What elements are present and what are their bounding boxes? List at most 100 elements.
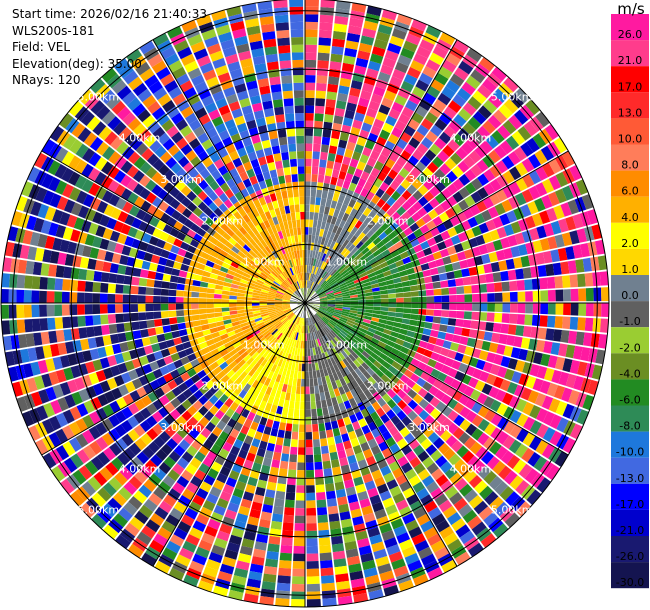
velocity-gate	[229, 307, 237, 311]
velocity-gate	[349, 269, 358, 277]
velocity-gate	[339, 316, 348, 322]
velocity-gate	[251, 208, 260, 218]
velocity-gate	[524, 314, 533, 326]
velocity-gate	[319, 205, 325, 214]
velocity-gate	[563, 303, 571, 316]
velocity-gate	[289, 330, 295, 339]
velocity-gate	[271, 513, 283, 523]
velocity-gate	[229, 392, 238, 402]
velocity-gate	[236, 43, 250, 54]
velocity-gate	[264, 320, 273, 326]
velocity-gate	[305, 318, 308, 326]
velocity-gate	[315, 400, 322, 409]
colorbar-tick-label: 1.0	[621, 263, 639, 276]
velocity-gate	[202, 157, 214, 168]
velocity-gate	[308, 265, 311, 273]
velocity-gate	[277, 312, 285, 317]
velocity-gate	[456, 303, 465, 311]
velocity-gate	[418, 296, 427, 303]
velocity-gate	[477, 405, 490, 418]
velocity-gate	[77, 127, 92, 143]
velocity-gate	[459, 530, 475, 545]
velocity-gate	[269, 193, 277, 202]
velocity-gate	[362, 473, 374, 484]
velocity-gate	[427, 432, 440, 444]
velocity-gate	[447, 398, 458, 410]
velocity-gate	[267, 293, 276, 297]
velocity-gate	[553, 385, 566, 400]
velocity-gate	[335, 299, 343, 302]
velocity-gate	[449, 73, 465, 87]
velocity-gate	[70, 267, 80, 280]
velocity-gate	[336, 178, 345, 188]
velocity-gate	[241, 275, 250, 282]
velocity-gate	[294, 316, 299, 324]
velocity-gate	[182, 540, 197, 553]
velocity-gate	[300, 325, 303, 334]
velocity-gate	[386, 316, 396, 322]
velocity-gate	[177, 248, 187, 257]
velocity-gate	[342, 298, 351, 301]
velocity-gate	[351, 191, 360, 202]
velocity-gate	[305, 287, 308, 296]
velocity-gate	[286, 213, 292, 222]
velocity-gate	[323, 237, 330, 247]
velocity-gate	[100, 89, 116, 105]
velocity-gate	[260, 293, 268, 298]
velocity-gate	[317, 514, 328, 523]
velocity-gate	[339, 425, 348, 435]
velocity-gate	[342, 260, 350, 268]
velocity-gate	[471, 131, 485, 145]
velocity-gate	[355, 411, 364, 421]
velocity-gate	[187, 405, 198, 416]
velocity-gate	[351, 175, 360, 185]
velocity-gate	[263, 318, 272, 324]
velocity-gate	[271, 250, 279, 259]
velocity-gate	[282, 522, 294, 531]
velocity-gate	[137, 295, 146, 303]
velocity-gate	[417, 421, 429, 433]
velocity-gate	[334, 309, 343, 313]
velocity-gate	[573, 375, 584, 391]
velocity-gate	[100, 272, 110, 283]
velocity-gate	[251, 102, 263, 113]
velocity-gate	[401, 444, 413, 456]
velocity-gate	[334, 274, 342, 281]
velocity-gate	[255, 281, 264, 287]
velocity-gate	[386, 379, 396, 389]
velocity-gate	[357, 434, 367, 445]
velocity-gate	[309, 257, 312, 266]
velocity-gate	[239, 171, 249, 182]
velocity-gate	[456, 286, 465, 295]
velocity-gate	[349, 291, 358, 296]
velocity-gate	[444, 466, 458, 480]
velocity-gate	[330, 176, 338, 186]
velocity-gate	[416, 377, 427, 388]
velocity-gate	[150, 254, 161, 264]
velocity-gate	[470, 275, 479, 285]
velocity-gate	[265, 489, 276, 499]
velocity-gate	[93, 271, 103, 282]
velocity-gate	[88, 372, 100, 385]
velocity-gate	[409, 500, 423, 513]
velocity-gate	[416, 234, 427, 244]
velocity-gate	[411, 212, 422, 222]
velocity-gate	[271, 317, 279, 322]
velocity-gate	[69, 316, 79, 328]
velocity-gate	[295, 273, 299, 282]
velocity-gate	[276, 266, 283, 274]
velocity-gate	[146, 279, 155, 288]
velocity-gate	[509, 280, 518, 291]
velocity-gate	[259, 518, 271, 529]
velocity-gate	[514, 109, 529, 125]
velocity-gate	[334, 15, 349, 25]
velocity-gate	[496, 226, 507, 239]
velocity-gate	[229, 534, 243, 546]
velocity-gate	[384, 370, 394, 379]
velocity-gate	[62, 227, 74, 241]
velocity-gate	[467, 515, 482, 530]
velocity-gate	[274, 340, 281, 348]
velocity-gate	[305, 280, 308, 288]
velocity-gate	[244, 402, 254, 412]
velocity-gate	[168, 346, 178, 355]
